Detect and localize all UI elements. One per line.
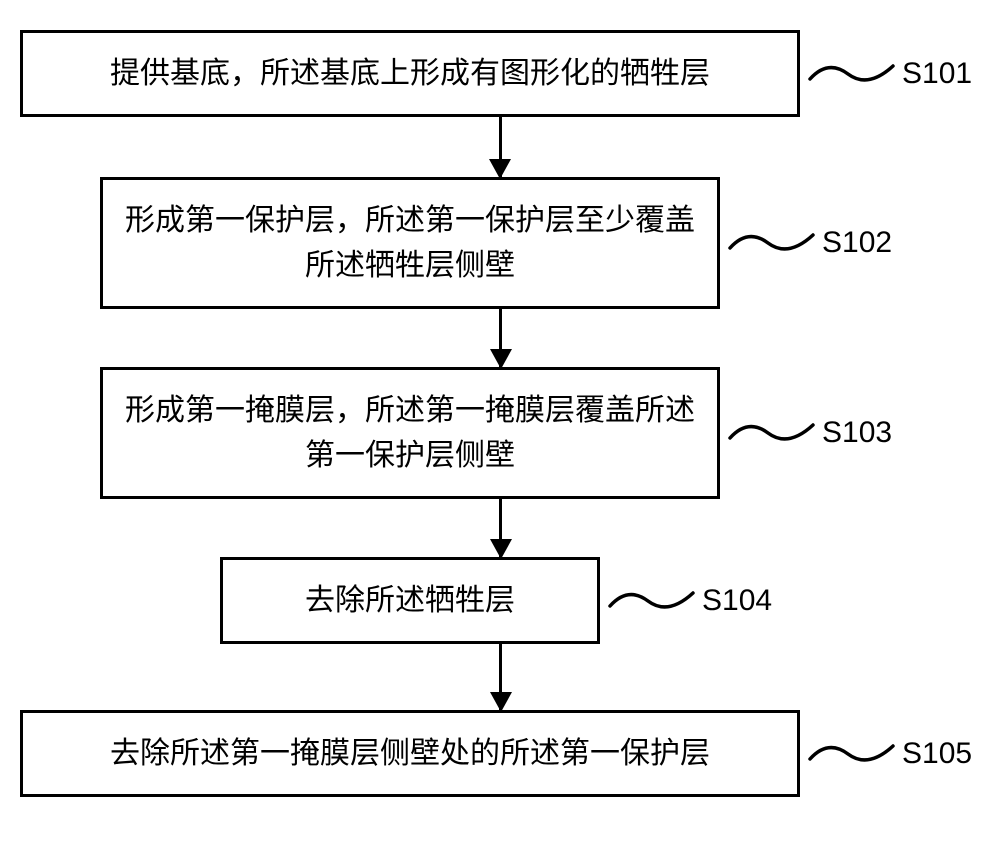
step-box-s102: 形成第一保护层，所述第一保护层至少覆盖所述牺牲层侧壁 bbox=[100, 177, 720, 309]
step-label: S104 bbox=[702, 584, 772, 618]
arrow-down-4 bbox=[110, 644, 890, 710]
step-row-s104: 去除所述牺牲层 S104 bbox=[20, 557, 980, 644]
tilde-connector-icon bbox=[808, 734, 898, 774]
arrow-icon bbox=[499, 644, 502, 710]
step-row-s105: 去除所述第一掩膜层侧壁处的所述第一保护层 S105 bbox=[20, 710, 980, 797]
connector-s104: S104 bbox=[600, 557, 980, 644]
flowchart-container: 提供基底，所述基底上形成有图形化的牺牲层 S101 形成第一保护层，所述第一保护… bbox=[20, 30, 980, 797]
tilde-connector-icon bbox=[728, 413, 818, 453]
step-text: 去除所述牺牲层 bbox=[305, 578, 515, 623]
step-box-s101: 提供基底，所述基底上形成有图形化的牺牲层 bbox=[20, 30, 800, 117]
step-text: 形成第一掩膜层，所述第一掩膜层覆盖所述第一保护层侧壁 bbox=[123, 388, 697, 478]
step-label: S105 bbox=[902, 737, 972, 771]
arrow-down-2 bbox=[110, 309, 890, 367]
tilde-connector-icon bbox=[608, 581, 698, 621]
step-text: 提供基底，所述基底上形成有图形化的牺牲层 bbox=[110, 51, 710, 96]
step-label: S101 bbox=[902, 57, 972, 91]
connector-s105: S105 bbox=[800, 710, 980, 797]
step-box-s103: 形成第一掩膜层，所述第一掩膜层覆盖所述第一保护层侧壁 bbox=[100, 367, 720, 499]
step-text: 形成第一保护层，所述第一保护层至少覆盖所述牺牲层侧壁 bbox=[123, 198, 697, 288]
step-box-s104: 去除所述牺牲层 bbox=[220, 557, 600, 644]
step-row-s101: 提供基底，所述基底上形成有图形化的牺牲层 S101 bbox=[20, 30, 980, 117]
step-box-s105: 去除所述第一掩膜层侧壁处的所述第一保护层 bbox=[20, 710, 800, 797]
step-label: S102 bbox=[822, 226, 892, 260]
tilde-connector-icon bbox=[808, 54, 898, 94]
tilde-connector-icon bbox=[728, 223, 818, 263]
connector-s101: S101 bbox=[800, 30, 980, 117]
connector-s103: S103 bbox=[720, 367, 980, 499]
step-label: S103 bbox=[822, 416, 892, 450]
arrow-down-3 bbox=[110, 499, 890, 557]
arrow-icon bbox=[499, 309, 502, 367]
arrow-down-1 bbox=[110, 117, 890, 177]
arrow-icon bbox=[499, 499, 502, 557]
step-row-s102: 形成第一保护层，所述第一保护层至少覆盖所述牺牲层侧壁 S102 bbox=[20, 177, 980, 309]
connector-s102: S102 bbox=[720, 177, 980, 309]
step-row-s103: 形成第一掩膜层，所述第一掩膜层覆盖所述第一保护层侧壁 S103 bbox=[20, 367, 980, 499]
step-text: 去除所述第一掩膜层侧壁处的所述第一保护层 bbox=[110, 731, 710, 776]
arrow-icon bbox=[499, 117, 502, 177]
